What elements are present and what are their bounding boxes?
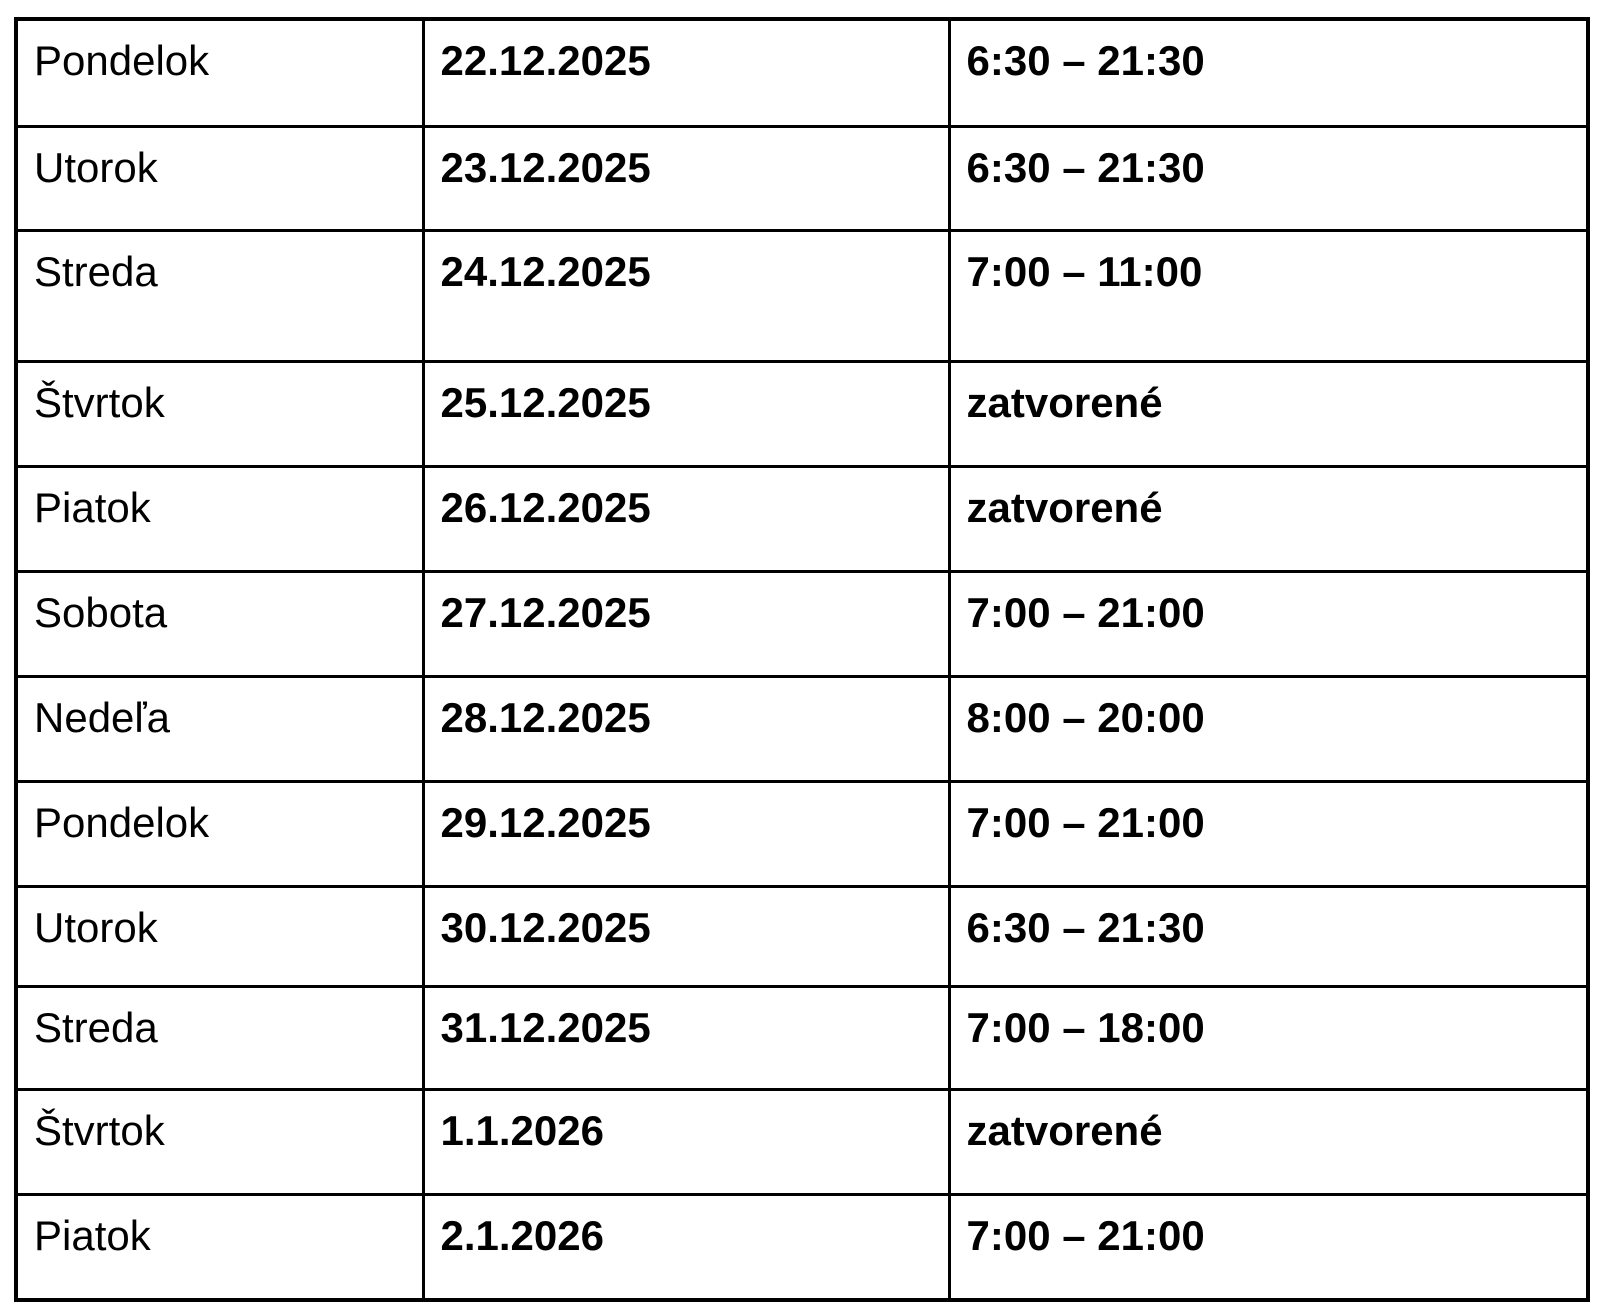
day-cell: Piatok (14, 1193, 425, 1302)
table-row: Štvrtok 25.12.2025 zatvorené (14, 360, 1590, 468)
hours-cell: 6:30 – 21:30 (947, 125, 1590, 232)
day-cell: Pondelok (14, 780, 425, 888)
date-cell: 24.12.2025 (421, 229, 951, 363)
hours-cell: 6:30 – 21:30 (947, 17, 1590, 128)
hours-cell: 7:00 – 18:00 (947, 985, 1590, 1091)
table-row: Pondelok 29.12.2025 7:00 – 21:00 (14, 780, 1590, 888)
day-cell: Nedeľa (14, 675, 425, 783)
day-cell: Streda (14, 985, 425, 1091)
day-cell: Utorok (14, 885, 425, 988)
date-cell: 27.12.2025 (421, 570, 951, 678)
hours-cell: 6:30 – 21:30 (947, 885, 1590, 988)
date-cell: 29.12.2025 (421, 780, 951, 888)
table-row: Štvrtok 1.1.2026 zatvorené (14, 1088, 1590, 1196)
hours-cell: 7:00 – 21:00 (947, 1193, 1590, 1302)
date-cell: 28.12.2025 (421, 675, 951, 783)
table-row: Piatok 2.1.2026 7:00 – 21:00 (14, 1193, 1590, 1302)
hours-cell: 8:00 – 20:00 (947, 675, 1590, 783)
day-cell: Sobota (14, 570, 425, 678)
table-row: Utorok 30.12.2025 6:30 – 21:30 (14, 885, 1590, 988)
day-cell: Utorok (14, 125, 425, 232)
opening-hours-table: Pondelok 22.12.2025 6:30 – 21:30 Utorok … (14, 17, 1590, 1302)
day-cell: Štvrtok (14, 1088, 425, 1196)
date-cell: 25.12.2025 (421, 360, 951, 468)
hours-cell: zatvorené (947, 1088, 1590, 1196)
day-cell: Štvrtok (14, 360, 425, 468)
table-row: Pondelok 22.12.2025 6:30 – 21:30 (14, 17, 1590, 128)
date-cell: 2.1.2026 (421, 1193, 951, 1302)
table-row: Sobota 27.12.2025 7:00 – 21:00 (14, 570, 1590, 678)
table-row: Piatok 26.12.2025 zatvorené (14, 465, 1590, 573)
date-cell: 26.12.2025 (421, 465, 951, 573)
day-cell: Pondelok (14, 17, 425, 128)
hours-cell: zatvorené (947, 465, 1590, 573)
table-row: Streda 24.12.2025 7:00 – 11:00 (14, 229, 1590, 363)
hours-cell: 7:00 – 21:00 (947, 570, 1590, 678)
date-cell: 23.12.2025 (421, 125, 951, 232)
hours-cell: 7:00 – 21:00 (947, 780, 1590, 888)
date-cell: 30.12.2025 (421, 885, 951, 988)
table-row: Nedeľa 28.12.2025 8:00 – 20:00 (14, 675, 1590, 783)
table-row: Utorok 23.12.2025 6:30 – 21:30 (14, 125, 1590, 232)
day-cell: Piatok (14, 465, 425, 573)
table-row: Streda 31.12.2025 7:00 – 18:00 (14, 985, 1590, 1091)
date-cell: 31.12.2025 (421, 985, 951, 1091)
hours-cell: 7:00 – 11:00 (947, 229, 1590, 363)
date-cell: 1.1.2026 (421, 1088, 951, 1196)
hours-cell: zatvorené (947, 360, 1590, 468)
date-cell: 22.12.2025 (421, 17, 951, 128)
day-cell: Streda (14, 229, 425, 363)
